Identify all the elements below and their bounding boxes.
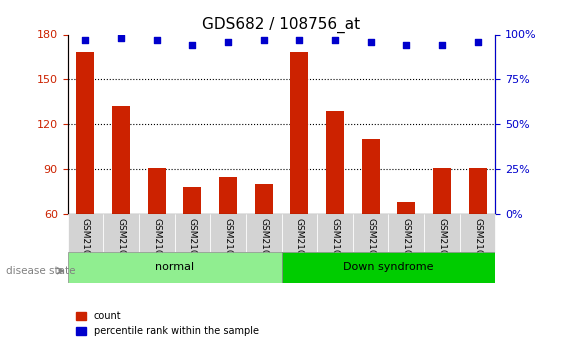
Text: GSM21062: GSM21062 (437, 218, 446, 267)
Legend: count, percentile rank within the sample: count, percentile rank within the sample (73, 307, 263, 340)
Bar (397, 202, 415, 214)
Bar (468, 168, 486, 214)
Text: GSM21054: GSM21054 (152, 218, 161, 267)
Text: disease state: disease state (6, 266, 75, 276)
Point (330, 37, 339, 43)
Text: GSM21061: GSM21061 (402, 218, 411, 267)
FancyBboxPatch shape (282, 214, 317, 252)
Bar (112, 106, 130, 214)
Text: GSM21056: GSM21056 (224, 218, 233, 267)
Title: GDS682 / 108756_at: GDS682 / 108756_at (203, 17, 360, 33)
FancyBboxPatch shape (246, 214, 282, 252)
Text: GSM21063: GSM21063 (473, 218, 482, 267)
Point (259, 37, 268, 43)
Point (295, 37, 304, 43)
Bar (219, 177, 237, 214)
Text: GSM21055: GSM21055 (188, 218, 197, 267)
Point (437, 42, 446, 48)
Bar (184, 187, 202, 214)
Point (402, 42, 411, 48)
FancyBboxPatch shape (353, 214, 388, 252)
FancyBboxPatch shape (317, 214, 353, 252)
FancyBboxPatch shape (424, 214, 460, 252)
FancyBboxPatch shape (388, 214, 424, 252)
Bar (326, 111, 344, 214)
Bar (77, 52, 95, 214)
FancyBboxPatch shape (68, 252, 282, 283)
FancyBboxPatch shape (139, 214, 175, 252)
FancyBboxPatch shape (282, 252, 495, 283)
FancyBboxPatch shape (175, 214, 210, 252)
Point (81, 37, 90, 43)
Point (188, 42, 197, 48)
Bar (291, 52, 309, 214)
Bar (433, 168, 451, 214)
Bar (361, 139, 379, 214)
Point (224, 39, 233, 45)
Text: GSM21060: GSM21060 (366, 218, 375, 267)
FancyBboxPatch shape (68, 214, 103, 252)
Text: GSM21057: GSM21057 (259, 218, 268, 267)
Text: normal: normal (155, 263, 194, 272)
Bar (254, 184, 272, 214)
FancyBboxPatch shape (460, 214, 495, 252)
FancyBboxPatch shape (210, 214, 246, 252)
Text: GSM21053: GSM21053 (117, 218, 126, 267)
Point (473, 39, 482, 45)
FancyBboxPatch shape (103, 214, 139, 252)
Text: Down syndrome: Down syndrome (343, 263, 434, 272)
Text: GSM21059: GSM21059 (330, 218, 339, 267)
Text: GSM21058: GSM21058 (295, 218, 304, 267)
Bar (148, 168, 166, 214)
Point (366, 39, 375, 45)
Text: GSM21052: GSM21052 (81, 218, 90, 267)
Point (152, 37, 161, 43)
Point (117, 35, 126, 41)
